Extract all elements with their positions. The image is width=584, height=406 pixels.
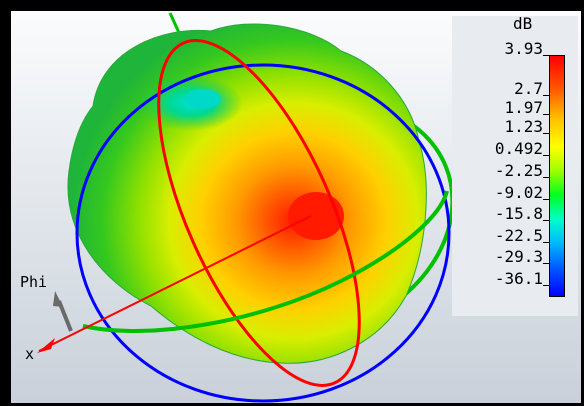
x-axis-line [38, 215, 312, 352]
legend-tickmark [543, 95, 549, 96]
legend-tick: 0.492 [494, 139, 543, 158]
legend-tick-min: -36.1 [494, 269, 543, 288]
legend-tick: -29.3 [494, 247, 543, 266]
equator-circle-front [82, 190, 449, 333]
theta-circle [157, 39, 361, 387]
legend-tick: -9.02 [494, 183, 543, 202]
legend-unit: dB [513, 14, 533, 33]
legend-tick: -15.8 [494, 204, 543, 223]
legend-tickmark [543, 220, 549, 221]
colorbar [549, 55, 565, 297]
legend-tickmark [543, 114, 549, 115]
radiation-pattern-surface [67, 23, 427, 364]
x-axis-label: x [25, 345, 35, 363]
x-axis-arrowhead [37, 338, 55, 353]
farfield-pattern-plot[interactable] [11, 11, 581, 403]
phi-axis-label: Phi [20, 273, 48, 291]
legend-tickmark [543, 263, 549, 264]
null-dimple-core [185, 89, 221, 109]
legend-tickmark [543, 177, 549, 178]
legend-tick: -22.5 [494, 226, 543, 245]
legend-tickmark [543, 199, 549, 200]
legend-tickmark [543, 242, 549, 243]
phi-direction-arrowhead [53, 291, 63, 307]
legend-tickmark [543, 285, 549, 286]
legend-tickmark [543, 55, 549, 56]
legend-tick: 1.97 [504, 98, 543, 117]
legend-tickmark [543, 155, 549, 156]
3d-farfield-viewport[interactable]: Phi x dB 3.93 2.7 1.97 1.23 0.492 -2.25 … [11, 11, 581, 403]
legend-tick: 2.7 [514, 79, 543, 98]
legend-tick: -2.25 [494, 161, 543, 180]
phi-circle [75, 63, 451, 403]
legend-tick: 1.23 [504, 117, 543, 136]
main-lobe-peak [288, 192, 344, 240]
legend-tickmark [543, 133, 549, 134]
legend-tick-max: 3.93 [504, 39, 543, 58]
